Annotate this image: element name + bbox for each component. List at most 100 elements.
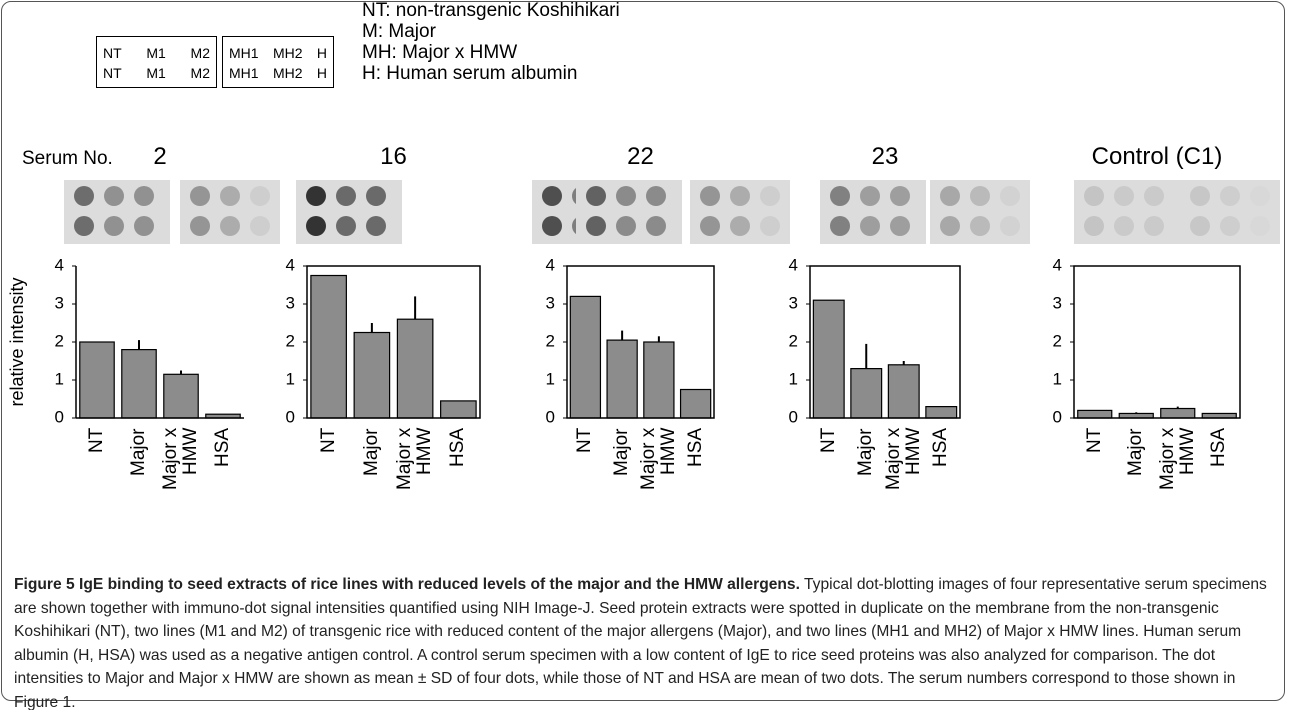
y-tick-label: 0 <box>55 407 64 426</box>
x-tick-label: Major x HMW <box>884 428 924 520</box>
bar <box>354 333 389 419</box>
bar <box>607 340 637 418</box>
y-tick-label: 2 <box>789 331 798 350</box>
bar <box>80 342 114 418</box>
caption-label: Figure 5 <box>14 576 75 593</box>
blot-dot <box>586 186 606 206</box>
bar <box>644 342 674 418</box>
y-tick-label: 4 <box>789 255 798 274</box>
x-tick-label: NT <box>575 428 595 520</box>
bar <box>441 401 476 418</box>
blot-dot <box>306 186 326 206</box>
y-tick-label: 3 <box>789 293 798 312</box>
blot-dot <box>760 216 780 236</box>
bar <box>681 390 711 419</box>
blot-dot <box>616 186 636 206</box>
bar <box>1078 410 1112 418</box>
x-tick-label: HSA <box>931 428 951 520</box>
blot-dot <box>1220 186 1240 206</box>
blot-dot <box>190 186 210 206</box>
chart-title: 23 <box>872 143 899 171</box>
y-tick-label: 0 <box>789 407 798 426</box>
blot-dot <box>542 216 562 236</box>
blot-dot <box>134 186 154 206</box>
y-tick-label: 3 <box>546 293 555 312</box>
y-tick-label: 0 <box>546 407 555 426</box>
bar <box>1161 409 1195 419</box>
key-label: M1 <box>146 63 165 83</box>
blot-dot <box>250 186 270 206</box>
caption-text: Typical dot-blotting images of four repr… <box>14 576 1267 710</box>
blot-dot <box>830 216 850 236</box>
x-tick-label: Major x HMW <box>395 428 435 520</box>
y-tick-label: 3 <box>1053 293 1062 312</box>
blot-dot <box>1114 186 1134 206</box>
blot-dot <box>104 186 124 206</box>
chart-title: 2 <box>153 143 166 171</box>
key-line: M: Major <box>362 21 436 43</box>
y-tick-label: 0 <box>1053 407 1062 426</box>
bar <box>888 365 919 418</box>
chart-title: 16 <box>380 143 407 171</box>
x-tick-label: Major <box>612 428 632 520</box>
blot-dot <box>250 216 270 236</box>
key-label: H <box>317 63 327 83</box>
y-tick-label: 1 <box>546 369 555 388</box>
y-tick-label: 2 <box>546 331 555 350</box>
x-tick-label: Major x HMW <box>639 428 679 520</box>
key-label: NT <box>103 63 122 83</box>
x-tick-label: Major x HMW <box>161 428 201 520</box>
blot-dot <box>1000 186 1020 206</box>
y-tick-label: 3 <box>55 293 64 312</box>
y-axis-label: relative intensity <box>7 277 27 406</box>
blot-dot <box>1220 216 1240 236</box>
blot-dot <box>940 186 960 206</box>
blot-dot <box>890 186 910 206</box>
y-tick-label: 4 <box>286 255 295 274</box>
y-tick-label: 4 <box>55 255 64 274</box>
y-tick-label: 2 <box>1053 331 1062 350</box>
key-line: NT: non-transgenic Koshihikari <box>362 0 620 22</box>
key-label: M2 <box>191 43 210 63</box>
blot-dot <box>646 186 666 206</box>
blot-dot <box>74 186 94 206</box>
key-label: MH2 <box>273 63 303 83</box>
x-tick-label: Major <box>856 428 876 520</box>
key-line: H: Human serum albumin <box>362 63 577 85</box>
key-row: MH1 MH2 H <box>229 63 327 83</box>
y-tick-label: 2 <box>55 331 64 350</box>
chart-title: 22 <box>627 143 654 171</box>
y-tick-label: 1 <box>1053 369 1062 388</box>
blot-dot <box>890 216 910 236</box>
y-tick-label: 2 <box>286 331 295 350</box>
x-tick-label: NT <box>87 428 107 520</box>
blot-dot <box>760 186 780 206</box>
x-tick-label: HSA <box>213 428 233 520</box>
key-label: H <box>317 43 327 63</box>
bar <box>311 276 346 419</box>
blot-dot <box>1144 216 1164 236</box>
blot-dot <box>730 186 750 206</box>
x-tick-label: HSA <box>448 428 468 520</box>
blot-dot <box>860 186 880 206</box>
y-tick-label: 4 <box>546 255 555 274</box>
blot-dot <box>134 216 154 236</box>
bar <box>851 369 882 418</box>
key-label: MH2 <box>273 43 303 63</box>
blot-dot <box>646 216 666 236</box>
key-label: MH1 <box>229 63 259 83</box>
blot-dot <box>1250 216 1270 236</box>
key-label: M1 <box>146 43 165 63</box>
blot-dot <box>1084 216 1104 236</box>
x-tick-label: Major <box>1126 428 1146 520</box>
blot-dot <box>830 186 850 206</box>
serum-label: Serum No. <box>22 148 113 170</box>
blot-dot <box>306 216 326 236</box>
caption-title: IgE binding to seed extracts of rice lin… <box>79 576 800 593</box>
blot-dot <box>336 216 356 236</box>
blot-dot <box>336 186 356 206</box>
